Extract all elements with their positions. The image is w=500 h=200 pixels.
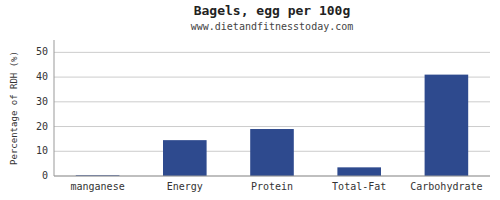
bar (337, 167, 381, 176)
y-axis-label: Percentage of RDH (%) (9, 51, 19, 165)
grid (54, 52, 490, 176)
x-tick-label: Carbohydrate (410, 181, 482, 192)
y-tick-label: 40 (36, 71, 48, 82)
y-tick-label: 10 (36, 145, 48, 156)
bar (425, 75, 469, 176)
bar (250, 129, 294, 176)
bars (76, 75, 468, 176)
x-tick-label: Total-Fat (332, 181, 386, 192)
y-tick-label: 20 (36, 121, 48, 132)
y-tick-label: 0 (42, 170, 48, 181)
x-axis-line (54, 176, 490, 177)
x-tick-label: manganese (71, 181, 125, 192)
y-tick-label: 50 (36, 46, 48, 57)
chart: Bagels, egg per 100g www.dietandfitnessto… (0, 0, 500, 200)
y-tick-label: 30 (36, 96, 48, 107)
y-axis-line (54, 40, 55, 176)
x-tick-label: Protein (251, 181, 293, 192)
subtitle: www.dietandfitnesstoday.com (191, 21, 354, 32)
title: Bagels, egg per 100g (194, 3, 351, 18)
bar (163, 140, 207, 176)
grid-line (54, 176, 490, 177)
grid-line (54, 52, 490, 53)
x-tick-label: Energy (167, 181, 203, 192)
